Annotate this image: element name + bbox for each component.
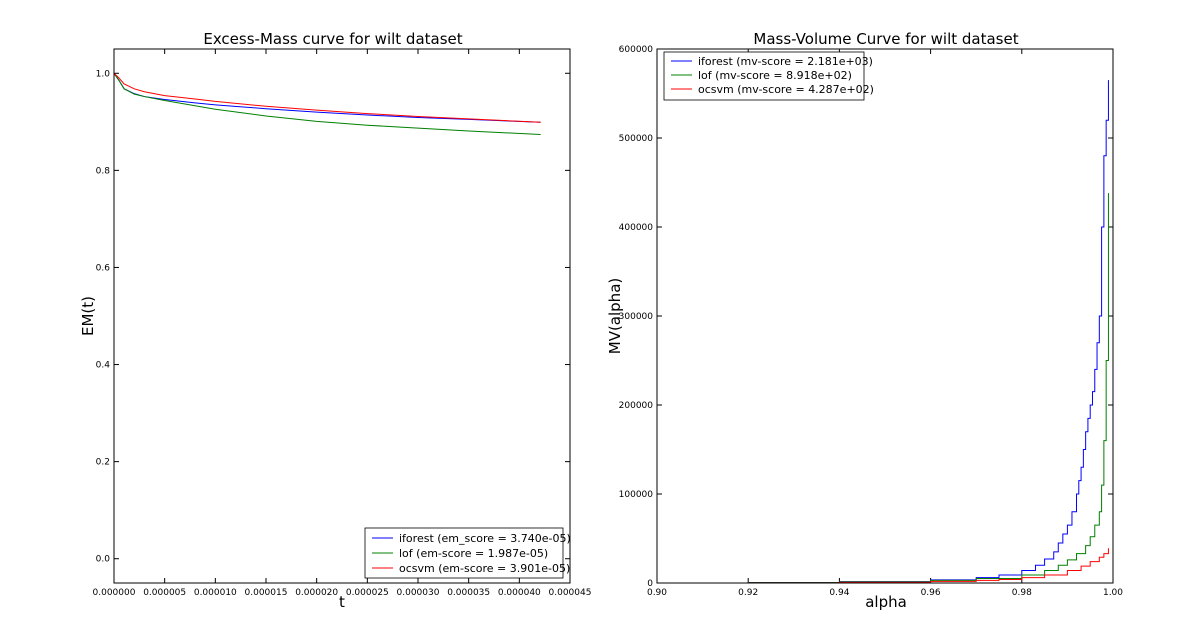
x-tick-label: 0.92 bbox=[738, 588, 758, 598]
mv-legend-label-iforest: iforest (mv-score = 2.181e+03) bbox=[698, 55, 873, 68]
em-chart-plot-frame bbox=[113, 48, 571, 584]
em-legend-label-lof: lof (em-score = 1.987e-05) bbox=[399, 547, 548, 560]
y-tick-label: 400000 bbox=[619, 223, 654, 233]
series-line-0 bbox=[113, 72, 541, 123]
em-chart-ylabel: EM(t) bbox=[79, 296, 97, 336]
mv-chart-xlabel: alpha bbox=[865, 593, 907, 611]
mv-chart-series bbox=[657, 80, 1109, 584]
x-tick-label: 0.000015 bbox=[245, 588, 288, 598]
em-chart-legend: iforest (em_score = 3.740e-05) lof (em-s… bbox=[364, 527, 571, 579]
em-chart-ticks: 0.000000 0.000005 0.000010 0.000015 0.000020… bbox=[93, 49, 592, 598]
y-tick-label: 300000 bbox=[619, 312, 654, 322]
mv-legend-box bbox=[663, 51, 865, 101]
x-tick-label: 0.000000 bbox=[93, 588, 136, 598]
x-tick-label: 0.96 bbox=[921, 588, 941, 598]
mv-legend-label-lof: lof (mv-score = 8.918e+02) bbox=[698, 69, 852, 82]
mv-chart-plot-frame bbox=[656, 48, 1114, 584]
x-tick-label: 0.000045 bbox=[549, 588, 592, 598]
x-tick-label: 0.94 bbox=[829, 588, 849, 598]
x-tick-label: 0.000005 bbox=[143, 588, 186, 598]
x-tick-label: 0.000020 bbox=[295, 588, 338, 598]
x-tick-label: 0.000010 bbox=[194, 588, 237, 598]
y-tick-label: 100000 bbox=[619, 490, 654, 500]
x-tick-label: 0.90 bbox=[647, 588, 667, 598]
em-chart-series bbox=[113, 72, 541, 135]
y-tick-label: 0.0 bbox=[96, 555, 111, 565]
y-tick-label: 200000 bbox=[619, 401, 654, 411]
series-line-1 bbox=[657, 193, 1109, 584]
series-line-0 bbox=[657, 80, 1109, 584]
y-tick-label: 600000 bbox=[619, 45, 654, 55]
y-tick-label: 0.2 bbox=[96, 458, 110, 468]
em-chart-xlabel: t bbox=[339, 593, 345, 611]
y-tick-label: 0 bbox=[647, 579, 653, 589]
mv-chart-legend: iforest (mv-score = 2.181e+03) lof (mv-s… bbox=[663, 51, 874, 101]
y-tick-label: 0.6 bbox=[96, 263, 111, 273]
series-line-1 bbox=[113, 72, 541, 135]
mv-legend-label-ocsvm: ocsvm (mv-score = 4.287e+02) bbox=[698, 83, 874, 96]
series-line-2 bbox=[113, 72, 541, 123]
x-tick-label: 0.000030 bbox=[397, 588, 440, 598]
em-legend-box bbox=[364, 527, 564, 579]
x-tick-label: 0.98 bbox=[1012, 588, 1032, 598]
em-chart: Excess-Mass curve for wilt dataset t EM(… bbox=[79, 30, 591, 611]
mv-chart: Mass-Volume Curve for wilt dataset alpha… bbox=[606, 30, 1123, 611]
em-legend-label-iforest: iforest (em_score = 3.740e-05) bbox=[399, 532, 571, 545]
mv-chart-ylabel: MV(alpha) bbox=[606, 278, 624, 355]
em-legend-label-ocsvm: ocsvm (em-score = 3.901e-05) bbox=[399, 562, 570, 575]
y-tick-label: 1.0 bbox=[96, 69, 111, 79]
mv-chart-ticks: 0.90 0.92 0.94 0.96 0.98 1.00 0 100000 200000 300… bbox=[619, 45, 1124, 598]
x-tick-label: 1.00 bbox=[1103, 588, 1123, 598]
mv-chart-title: Mass-Volume Curve for wilt dataset bbox=[753, 30, 1018, 48]
y-tick-label: 0.4 bbox=[96, 361, 111, 371]
em-chart-title: Excess-Mass curve for wilt dataset bbox=[203, 30, 462, 48]
x-tick-label: 0.000035 bbox=[447, 588, 490, 598]
y-tick-label: 0.8 bbox=[96, 166, 111, 176]
x-tick-label: 0.000025 bbox=[346, 588, 389, 598]
y-tick-label: 500000 bbox=[619, 134, 654, 144]
x-tick-label: 0.000040 bbox=[498, 588, 541, 598]
series-line-2 bbox=[657, 548, 1109, 584]
